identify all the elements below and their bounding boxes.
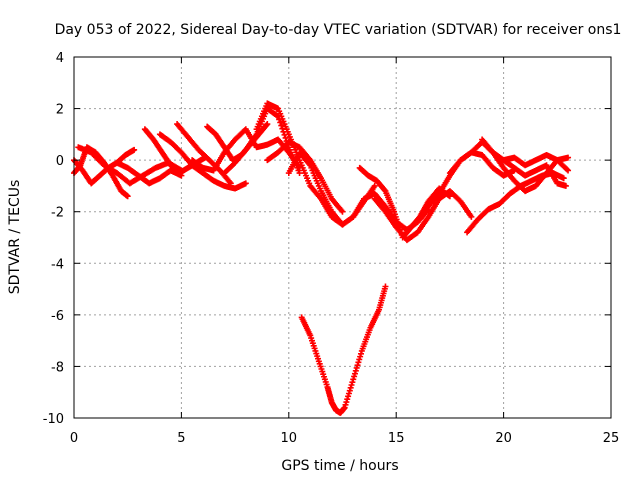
series-sat-q <box>371 188 475 244</box>
data-point <box>351 370 358 377</box>
data-point <box>357 350 364 357</box>
data-point <box>346 387 353 394</box>
data-point <box>371 182 378 189</box>
data-point <box>339 208 346 215</box>
data-point <box>565 154 572 161</box>
y-tick-label: -6 <box>51 309 64 324</box>
grid-lines <box>74 57 611 418</box>
y-tick-label: 0 <box>56 154 64 169</box>
y-tick-label: 2 <box>56 103 64 118</box>
data-point <box>382 283 389 290</box>
x-tick-label: 15 <box>388 431 405 446</box>
data-point <box>381 187 388 194</box>
series-sat-r <box>425 149 518 210</box>
series-sat-u <box>479 136 572 195</box>
data-point <box>354 362 361 369</box>
series-sat-e <box>141 126 209 177</box>
data-point <box>277 119 284 126</box>
series-sat-v <box>500 157 569 189</box>
data-point <box>560 175 567 182</box>
data-point <box>344 396 351 403</box>
data-point <box>263 122 270 129</box>
data-point <box>282 134 289 141</box>
data-point <box>355 359 362 366</box>
x-tick-label: 25 <box>603 431 620 446</box>
data-markers <box>71 100 572 416</box>
data-point <box>296 170 303 177</box>
data-point <box>278 122 285 129</box>
y-axis-label: SDTVAR / TECUs <box>7 180 23 295</box>
y-tick-label: 4 <box>56 51 64 66</box>
data-point <box>352 367 359 374</box>
data-point <box>242 180 249 187</box>
data-point <box>264 121 271 128</box>
data-point <box>446 193 453 200</box>
data-point <box>345 393 352 400</box>
data-point <box>562 182 569 189</box>
data-point <box>124 193 131 200</box>
y-tick-label: -4 <box>51 257 64 272</box>
data-point <box>349 379 356 386</box>
data-point <box>351 373 358 380</box>
x-tick-label: 10 <box>281 431 298 446</box>
y-tick-label: -8 <box>51 360 64 375</box>
data-point <box>345 390 352 397</box>
series-sat-d <box>113 159 185 187</box>
series-sat-f <box>156 131 249 192</box>
x-axis-label: GPS time / hours <box>281 458 398 474</box>
y-tick-label: -2 <box>51 206 64 221</box>
x-tick-label: 20 <box>495 431 512 446</box>
data-point <box>468 213 475 220</box>
data-point <box>342 401 349 408</box>
x-axis-ticks: 0 5 10 15 20 25 <box>70 57 619 446</box>
x-tick-label: 5 <box>177 431 185 446</box>
y-tick-label: -10 <box>43 412 64 427</box>
x-tick-label: 0 <box>70 431 78 446</box>
data-point <box>565 167 572 174</box>
data-point <box>356 356 363 363</box>
y-axis-ticks: -10 -8 -6 -4 -2 0 2 4 <box>43 51 611 427</box>
data-point <box>343 399 350 406</box>
data-point <box>563 166 570 173</box>
plot-frame <box>73 56 612 419</box>
data-point <box>347 384 354 391</box>
data-point <box>357 353 364 360</box>
data-point <box>350 376 357 383</box>
series-sat-n <box>298 283 389 416</box>
data-point <box>227 180 234 187</box>
data-point <box>341 404 348 411</box>
series-sat-l <box>264 139 346 215</box>
chart-title: Day 053 of 2022, Sidereal Day-to-day VTE… <box>55 22 622 38</box>
data-point <box>348 381 355 388</box>
data-point <box>353 364 360 371</box>
data-point <box>131 146 138 153</box>
